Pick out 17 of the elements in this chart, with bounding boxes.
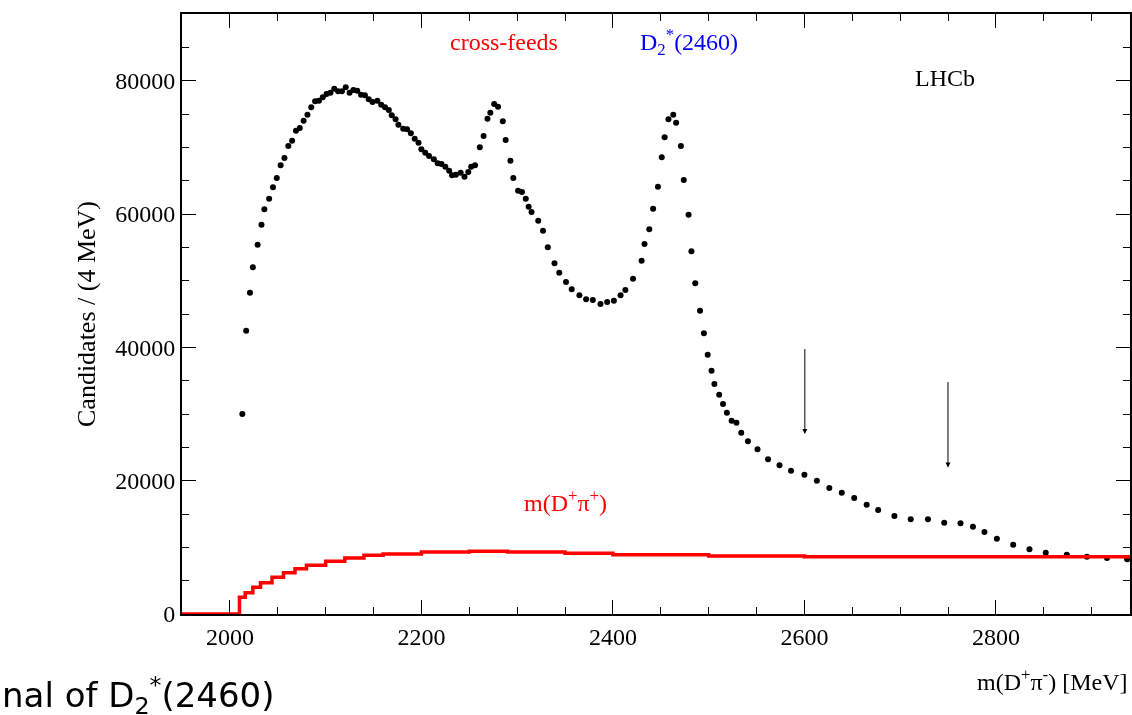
y-axis-title: Candidates / (4 MeV) [72, 200, 102, 428]
y-tick-label: 40000 [115, 334, 176, 361]
annotation: LHCb [915, 65, 975, 91]
annotation: cross-feeds [450, 29, 558, 55]
x-tick-label: 2200 [397, 623, 446, 650]
x-tick-label: 2600 [780, 623, 829, 650]
x-tick-label: 2800 [971, 623, 1020, 650]
x-tick-label: 2000 [205, 623, 254, 650]
series-label: m(D$^{+}$π$^{+}$) [524, 486, 608, 517]
text: nal of D$_{2}$$^{*}$(2460) [2, 671, 275, 715]
y-tick-label: 0 [163, 601, 176, 628]
x-tick-label: 2400 [588, 623, 637, 650]
y-tick-label: 60000 [115, 201, 176, 228]
y-tick-label: 20000 [115, 468, 176, 495]
annotation: D$_{2}$$^{*}$(2460) [640, 25, 739, 60]
x-axis-title: m(D$^{+}$π$^{-}$) [MeV] [977, 665, 1128, 696]
y-tick-label: 80000 [115, 68, 176, 95]
